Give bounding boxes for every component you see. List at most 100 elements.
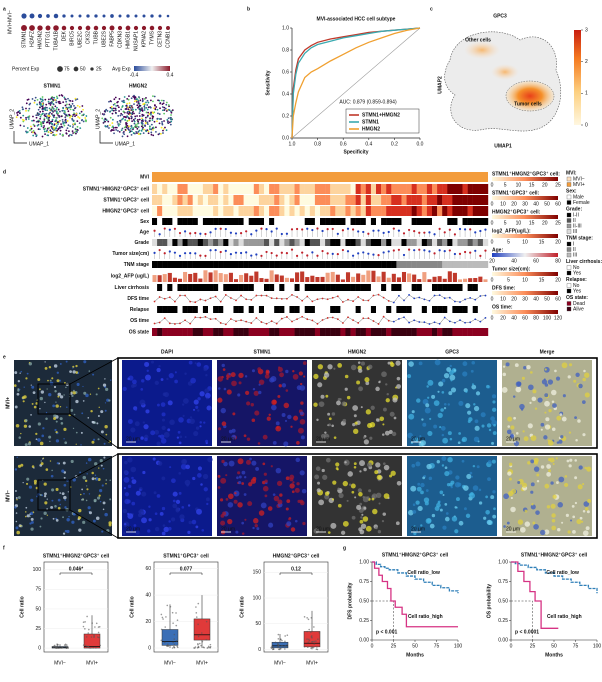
trend-point: [270, 297, 273, 300]
lollipop-head: [178, 231, 182, 235]
jitter-point: [63, 644, 66, 646]
lollipop-head: [224, 227, 227, 231]
color-scale: [134, 66, 170, 71]
cell-signal: [506, 521, 510, 525]
cell-dot: [128, 129, 131, 132]
cell-dot: [161, 120, 163, 123]
gene-label: CETN3: [157, 31, 163, 48]
heatmap-cell: [253, 195, 260, 205]
heatmap-cell: [264, 328, 270, 336]
legend-tick: 10: [500, 296, 506, 302]
speckle: [25, 377, 28, 380]
trend-point: [331, 316, 334, 319]
cell-signal: [241, 521, 245, 525]
cell-signal: [375, 418, 380, 422]
heatmap-cell: [370, 306, 377, 313]
y-tick-label: 0.8: [282, 47, 289, 53]
cell-signal: [515, 432, 519, 435]
heatmap-cell: [396, 184, 402, 194]
gene-label: DEK: [61, 30, 67, 41]
legend-tick: 30: [522, 296, 528, 302]
heatmap-cell: [177, 184, 183, 194]
legend-tick: 0: [491, 296, 494, 302]
cell-signal: [134, 408, 138, 411]
cell-dot: [143, 107, 146, 109]
heatmap-cell: [447, 284, 453, 291]
cell-dot: [82, 113, 85, 116]
heatmap-cell: [340, 284, 346, 291]
cell-dot: [75, 112, 78, 115]
cell-dot: [154, 104, 156, 106]
cell-signal: [536, 479, 540, 483]
speckle: [82, 475, 87, 480]
cell-signal: [387, 361, 391, 365]
legend-tick: 15: [529, 220, 535, 226]
heatmap-cell: [381, 306, 387, 313]
cell-signal: [251, 460, 257, 466]
cell-dot: [47, 131, 50, 133]
jitter-point: [97, 631, 100, 634]
cell-dot: [160, 126, 163, 129]
cell-signal: [207, 456, 213, 463]
heatmap-cell: [152, 195, 158, 205]
speckle: [90, 409, 93, 413]
trend-point: [306, 295, 309, 298]
x-tick-label: 50: [412, 643, 418, 649]
lollipop-head: [153, 229, 156, 232]
heatmap-cell: [335, 261, 341, 268]
heatmap-cell: [304, 306, 311, 313]
cell-dot: [35, 114, 38, 117]
scale-bar-label: 20 μm: [221, 436, 235, 442]
cell-signal: [386, 393, 389, 396]
cell-dot: [85, 115, 88, 117]
heatmap-cell: [192, 184, 199, 194]
cell-signal: [140, 436, 144, 440]
cell-dot: [156, 120, 158, 123]
heatmap-cell: [274, 239, 280, 246]
speckle: [42, 427, 45, 430]
cell-signal: [556, 481, 559, 484]
cell-dot: [171, 109, 174, 111]
jitter-point: [278, 648, 281, 651]
cell-dot: [26, 127, 29, 129]
speckle: [24, 443, 28, 447]
cell-signal: [279, 372, 284, 378]
trend-point: [377, 323, 380, 325]
speckle: [15, 526, 19, 530]
cell-signal: [533, 466, 540, 472]
heatmap-cell: [299, 195, 305, 205]
cell-dot: [137, 130, 140, 133]
cell-dot: [115, 104, 118, 107]
cell-signal: [390, 470, 396, 476]
cell-signal: [569, 363, 573, 367]
lollipop-head: [285, 252, 289, 255]
speckle: [54, 390, 57, 393]
heatmap-cell: [396, 206, 402, 216]
cell-dot: [72, 120, 75, 123]
cell-dot: [101, 117, 104, 120]
cell-signal: [154, 429, 160, 435]
heatmap-cell: [421, 284, 428, 291]
cell-signal: [159, 434, 165, 440]
jitter-point: [93, 635, 95, 638]
heatmap-cell: [187, 206, 193, 216]
jitter-point: [194, 647, 196, 649]
connector: [69, 413, 119, 449]
heatmap-cell: [294, 261, 300, 268]
heatmap-cell: [152, 172, 488, 182]
cell-dot: [44, 133, 46, 136]
cell-signal: [245, 390, 250, 396]
lollipop-head: [321, 249, 324, 253]
trend-point: [280, 297, 283, 300]
heatmap-cell: [426, 218, 433, 225]
legend-label: MVI−: [573, 176, 585, 182]
trend-line: [154, 316, 486, 325]
speckle: [57, 498, 61, 502]
heatmap-cell: [258, 218, 265, 225]
cell-signal: [419, 435, 422, 438]
heatmap-cell: [386, 206, 392, 216]
cell-signal: [581, 520, 584, 523]
bar: [218, 273, 223, 282]
heatmap-cell: [228, 328, 234, 336]
expression-dot: [37, 13, 43, 19]
